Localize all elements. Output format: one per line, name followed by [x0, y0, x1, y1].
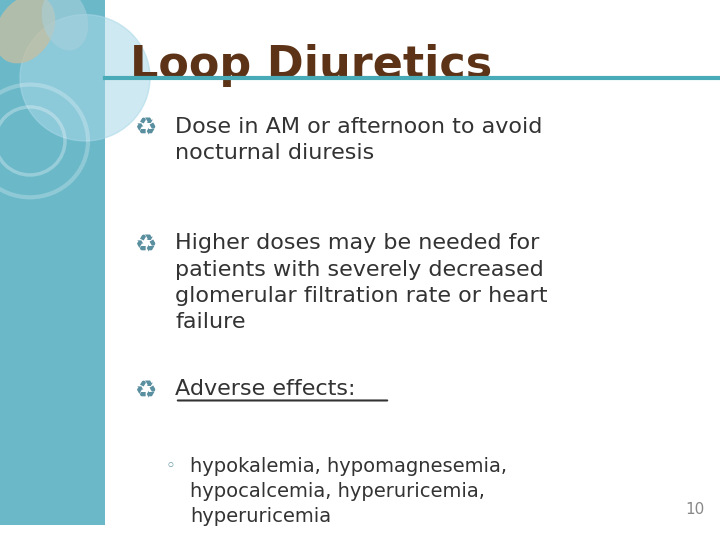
- Text: ♻: ♻: [135, 233, 158, 257]
- FancyBboxPatch shape: [0, 0, 105, 525]
- Ellipse shape: [0, 0, 55, 63]
- Text: 10: 10: [685, 502, 705, 517]
- Text: hypokalemia, hypomagnesemia,
hypocalcemia, hyperuricemia,
hyperuricemia: hypokalemia, hypomagnesemia, hypocalcemi…: [190, 457, 507, 526]
- Text: ◦: ◦: [165, 457, 175, 475]
- Circle shape: [20, 15, 150, 141]
- Text: Adverse effects:: Adverse effects:: [175, 379, 356, 399]
- Text: ♻: ♻: [135, 379, 158, 403]
- Ellipse shape: [42, 0, 89, 50]
- Text: Dose in AM or afternoon to avoid
nocturnal diuresis: Dose in AM or afternoon to avoid nocturn…: [175, 117, 542, 163]
- Text: ♻: ♻: [135, 117, 158, 140]
- Text: Loop Diuretics: Loop Diuretics: [130, 44, 492, 87]
- Text: Higher doses may be needed for
patients with severely decreased
glomerular filtr: Higher doses may be needed for patients …: [175, 233, 547, 333]
